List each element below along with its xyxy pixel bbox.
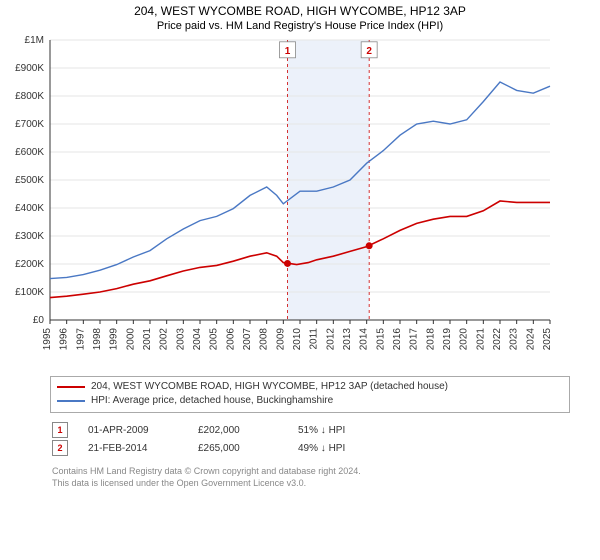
svg-text:£700K: £700K — [15, 119, 44, 130]
svg-text:2001: 2001 — [142, 328, 153, 351]
legend-swatch — [57, 400, 85, 402]
svg-text:£600K: £600K — [15, 147, 44, 158]
legend-swatch — [57, 386, 85, 388]
svg-text:2020: 2020 — [459, 328, 470, 351]
marker-chip: 2 — [52, 440, 68, 456]
svg-text:2002: 2002 — [159, 328, 170, 351]
marker-date: 01-APR-2009 — [88, 425, 178, 436]
chart-title: 204, WEST WYCOMBE ROAD, HIGH WYCOMBE, HP… — [0, 4, 600, 18]
svg-text:£300K: £300K — [15, 231, 44, 242]
svg-text:2010: 2010 — [292, 328, 303, 351]
marker-date: 21-FEB-2014 — [88, 443, 178, 454]
svg-text:2008: 2008 — [259, 328, 270, 351]
svg-text:2025: 2025 — [542, 328, 553, 351]
svg-text:£500K: £500K — [15, 175, 44, 186]
svg-text:2005: 2005 — [209, 328, 220, 351]
svg-text:2000: 2000 — [125, 328, 136, 351]
svg-text:2007: 2007 — [242, 328, 253, 351]
svg-text:2022: 2022 — [492, 328, 503, 351]
marker-table: 1 01-APR-2009 £202,000 51% ↓ HPI 2 21-FE… — [52, 421, 570, 457]
svg-text:2023: 2023 — [509, 328, 520, 351]
svg-text:1997: 1997 — [75, 328, 86, 351]
price-chart: £0 £100K £200K £300K £400K £500K £600K £700K £80… — [0, 32, 570, 372]
svg-text:1: 1 — [285, 46, 291, 57]
svg-text:2006: 2006 — [225, 328, 236, 351]
chart-subtitle: Price paid vs. HM Land Registry's House … — [0, 20, 600, 32]
svg-text:2021: 2021 — [475, 328, 486, 351]
svg-text:2015: 2015 — [375, 328, 386, 351]
svg-text:£400K: £400K — [15, 203, 44, 214]
marker-row: 2 21-FEB-2014 £265,000 49% ↓ HPI — [52, 439, 570, 457]
legend-row: 204, WEST WYCOMBE ROAD, HIGH WYCOMBE, HP… — [57, 380, 563, 394]
svg-text:2012: 2012 — [325, 328, 336, 351]
svg-text:2017: 2017 — [409, 328, 420, 351]
svg-text:2018: 2018 — [425, 328, 436, 351]
marker-price: £202,000 — [198, 425, 278, 436]
svg-text:1998: 1998 — [92, 328, 103, 351]
svg-text:£900K: £900K — [15, 63, 44, 74]
svg-text:2009: 2009 — [275, 328, 286, 351]
svg-text:2019: 2019 — [442, 328, 453, 351]
svg-text:1996: 1996 — [59, 328, 70, 351]
svg-text:£200K: £200K — [15, 259, 44, 270]
svg-text:2024: 2024 — [525, 328, 536, 351]
marker-price: £265,000 — [198, 443, 278, 454]
svg-text:1995: 1995 — [42, 328, 53, 351]
footer-note: Contains HM Land Registry data © Crown c… — [52, 465, 570, 489]
legend: 204, WEST WYCOMBE ROAD, HIGH WYCOMBE, HP… — [50, 376, 570, 413]
svg-text:£800K: £800K — [15, 91, 44, 102]
svg-text:£0: £0 — [33, 315, 45, 326]
svg-text:£100K: £100K — [15, 287, 44, 298]
titles: 204, WEST WYCOMBE ROAD, HIGH WYCOMBE, HP… — [0, 0, 600, 32]
legend-label: HPI: Average price, detached house, Buck… — [91, 394, 333, 408]
marker-note: 51% ↓ HPI — [298, 425, 345, 436]
svg-text:2003: 2003 — [175, 328, 186, 351]
svg-text:2011: 2011 — [309, 328, 320, 350]
svg-text:1999: 1999 — [109, 328, 120, 351]
marker-row: 1 01-APR-2009 £202,000 51% ↓ HPI — [52, 421, 570, 439]
legend-row: HPI: Average price, detached house, Buck… — [57, 394, 563, 408]
marker-note: 49% ↓ HPI — [298, 443, 345, 454]
svg-text:£1M: £1M — [25, 35, 44, 46]
svg-text:2016: 2016 — [392, 328, 403, 351]
legend-label: 204, WEST WYCOMBE ROAD, HIGH WYCOMBE, HP… — [91, 380, 448, 394]
svg-text:2004: 2004 — [192, 328, 203, 351]
svg-text:2013: 2013 — [342, 328, 353, 351]
svg-text:2014: 2014 — [359, 328, 370, 351]
marker-chip: 1 — [52, 422, 68, 438]
footer-line: This data is licensed under the Open Gov… — [52, 477, 570, 489]
figure-container: 204, WEST WYCOMBE ROAD, HIGH WYCOMBE, HP… — [0, 0, 600, 560]
footer-line: Contains HM Land Registry data © Crown c… — [52, 465, 570, 477]
svg-text:2: 2 — [366, 46, 372, 57]
